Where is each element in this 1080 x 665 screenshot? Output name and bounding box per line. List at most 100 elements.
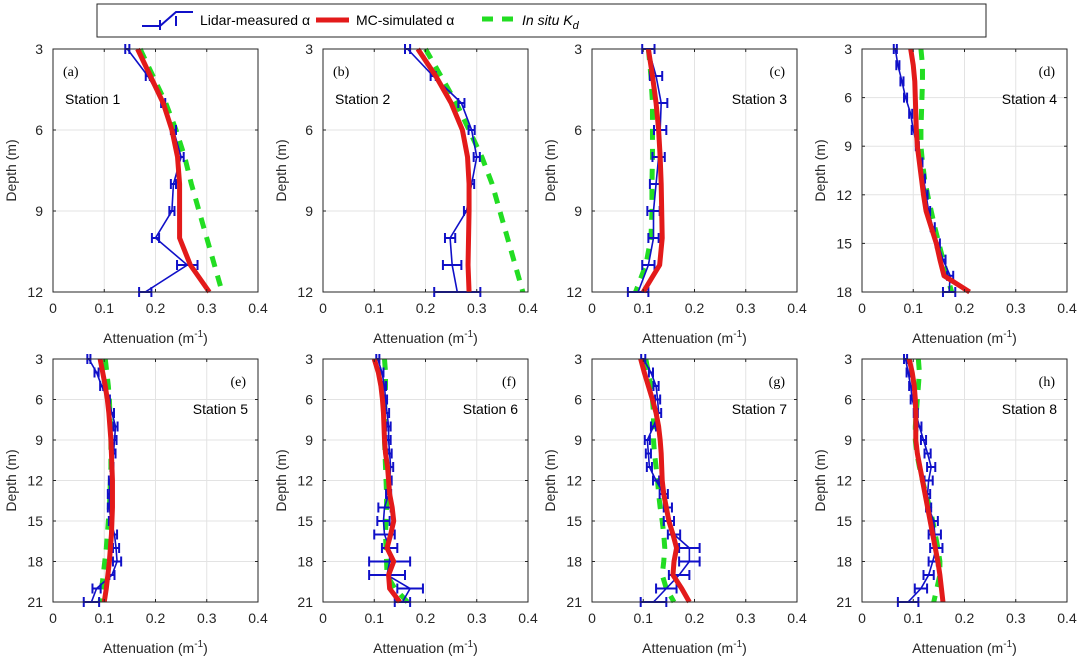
lidar-errorbar [922,570,935,580]
x-tick-label: 0.3 [736,610,756,626]
panel-letter: (h) [1039,375,1056,390]
y-axis-label: Depth (m) [273,449,289,511]
x-axis-label: Attenuation (m-1) [103,639,208,656]
station-label: Station 1 [65,91,120,107]
y-axis-label: Depth (m) [3,449,19,511]
y-axis-label: Depth (m) [812,139,828,201]
y-tick-label: 15 [297,513,313,529]
x-tick-label: 0.1 [634,300,654,316]
y-tick-label: 12 [297,284,313,300]
x-tick-label: 0 [319,300,327,316]
mc-line [97,358,115,603]
y-tick-label: 18 [836,554,852,570]
x-tick-label: 0.4 [1057,300,1077,316]
x-axis-label: Attenuation (m-1) [373,329,478,346]
station-label: Station 4 [1002,91,1057,107]
y-tick-label: 15 [27,513,43,529]
y-tick-label: 3 [305,351,313,367]
y-tick-label: 21 [27,594,43,610]
y-tick-label: 3 [35,351,43,367]
x-tick-label: 0 [858,300,866,316]
panels: 0 0.1 0.2 0.3 0.4 3 6 9 12 Attenuation (m-1) Depth… [3,41,1077,656]
y-tick-label: 3 [35,41,43,57]
y-tick-label: 12 [836,187,852,203]
x-tick-label: 0.4 [518,300,538,316]
station-label: Station 3 [732,91,787,107]
x-tick-label: 0.3 [1006,610,1026,626]
y-tick-label: 9 [844,138,852,154]
lidar-errorbar [111,556,123,567]
lidar-errorbar [908,108,914,119]
x-tick-label: 0.4 [518,610,538,626]
panel-6: 0 0.1 0.2 0.3 0.4 3 6 9 12 15 18 21 Attenuation (m-1… [273,351,538,656]
lidar-errorbar [895,60,901,71]
kd-line [633,48,655,293]
x-tick-label: 0.1 [365,610,385,626]
y-tick-label: 9 [844,432,852,448]
lidar-errorbar [176,260,199,270]
y-axis-label: Depth (m) [542,139,558,201]
y-tick-label: 15 [566,513,582,529]
lidar-errorbar [903,92,909,103]
y-tick-label: 9 [305,432,313,448]
x-tick-label: 0 [858,610,866,626]
x-tick-label: 0.2 [955,610,975,626]
x-tick-label: 0.2 [146,610,166,626]
panel-5: 0 0.1 0.2 0.3 0.4 3 6 9 12 15 18 21 Attenuation (m-1… [3,351,268,656]
x-tick-label: 0 [588,610,596,626]
y-tick-label: 12 [566,284,582,300]
x-tick-label: 0.1 [95,610,115,626]
y-tick-label: 9 [574,203,582,219]
lidar-errorbar [93,367,100,378]
y-tick-label: 3 [844,351,852,367]
y-tick-label: 3 [574,351,582,367]
x-tick-label: 0.1 [365,300,385,316]
x-tick-label: 0 [49,610,57,626]
panel-letter: (f) [502,375,516,390]
x-tick-label: 0.2 [146,300,166,316]
y-tick-label: 12 [27,284,43,300]
y-tick-label: 18 [297,554,313,570]
y-tick-label: 3 [844,41,852,57]
lidar-errorbar [169,179,177,189]
station-label: Station 8 [1002,401,1057,417]
lidar-errorbar [913,583,929,594]
legend-entry-mc: MC-simulated α [316,12,454,28]
x-tick-label: 0.3 [467,610,487,626]
y-tick-label: 15 [836,513,852,529]
y-tick-label: 3 [574,41,582,57]
lidar-errorbar [91,583,102,594]
y-axis-label: Depth (m) [542,449,558,511]
y-tick-label: 15 [836,235,852,251]
y-axis-label: Depth (m) [273,139,289,201]
lidar-errorbar [647,367,654,378]
panel-letter: (c) [769,65,785,80]
lidar-errorbar [926,462,937,472]
x-tick-label: 0 [588,300,596,316]
x-axis-label: Attenuation (m-1) [912,329,1017,346]
y-tick-label: 21 [297,594,313,610]
lidar-errorbar [641,260,656,270]
x-tick-label: 0.3 [1006,300,1026,316]
x-tick-label: 0.1 [95,300,115,316]
x-tick-label: 0.2 [955,300,975,316]
lidar-errorbar [645,462,653,472]
y-tick-label: 21 [566,594,582,610]
y-tick-label: 18 [566,554,582,570]
y-tick-label: 6 [574,122,582,138]
x-tick-label: 0.1 [904,300,924,316]
x-tick-label: 0.4 [787,610,807,626]
x-tick-label: 0 [319,610,327,626]
lidar-errorbar [678,543,701,553]
y-tick-label: 18 [836,284,852,300]
panel-letter: (b) [333,65,350,80]
y-tick-label: 12 [297,473,313,489]
mc-line [638,358,692,604]
lidar-errorbar [643,435,651,445]
legend-label-lidar: Lidar-measured α [200,12,310,28]
y-tick-label: 12 [27,473,43,489]
x-tick-label: 0.4 [1057,610,1077,626]
y-tick-label: 6 [35,392,43,408]
y-tick-label: 3 [305,41,313,57]
